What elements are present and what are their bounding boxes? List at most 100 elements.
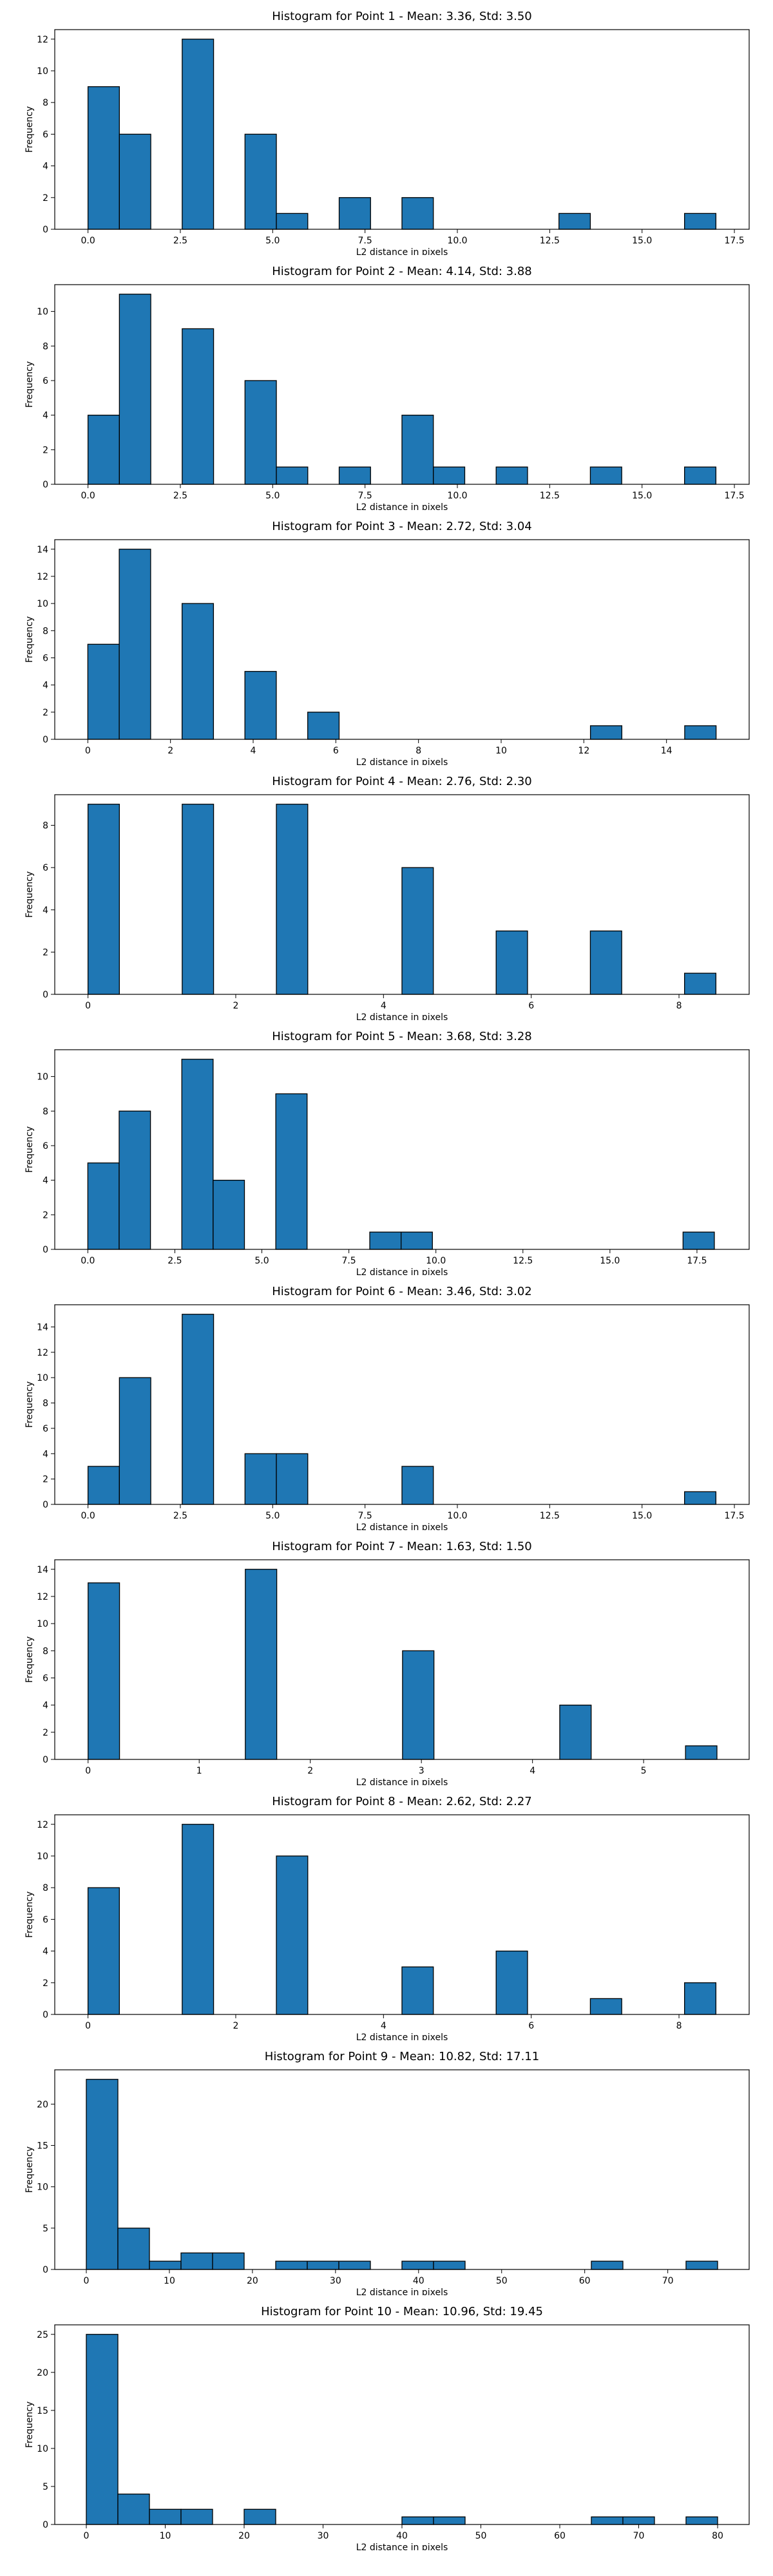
y-tick-label: 4 — [43, 162, 48, 172]
y-tick-label: 6 — [43, 376, 48, 386]
histogram-bar — [433, 2516, 466, 2525]
x-tick-label: 5.0 — [265, 1511, 280, 1521]
histogram-bar — [684, 725, 717, 740]
histogram-bar — [87, 643, 120, 740]
x-tick-label: 15.0 — [632, 1511, 652, 1521]
y-tick-label: 4 — [43, 1176, 48, 1186]
y-tick-label: 8 — [43, 1399, 48, 1409]
histogram-bar — [275, 1093, 308, 1250]
x-tick-label: 8 — [676, 1001, 682, 1011]
histogram-chart-2: Histogram for Point 2 - Mean: 4.14, Std:… — [24, 265, 750, 510]
y-tick-label: 14 — [37, 1565, 48, 1575]
chart-title: Histogram for Point 6 - Mean: 3.46, Std:… — [272, 1285, 532, 1298]
y-tick-label: 2 — [43, 1475, 48, 1485]
axes-frame — [54, 794, 750, 995]
x-tick-label: 3 — [419, 1766, 425, 1776]
histogram-bar — [149, 2260, 182, 2270]
bars — [86, 2079, 718, 2270]
histogram-bar — [117, 2494, 150, 2525]
chart-title: Histogram for Point 4 - Mean: 2.76, Std:… — [272, 775, 532, 788]
histogram-bar — [244, 670, 277, 740]
x-tick-label: 20 — [238, 2531, 250, 2541]
histogram-bar — [589, 725, 623, 740]
x-tick-label: 2 — [307, 1766, 313, 1776]
histogram-bar — [212, 2252, 245, 2270]
x-tick-label: 0.0 — [81, 1511, 95, 1521]
y-tick-label: 2 — [43, 445, 48, 455]
x-tick-label: 5.0 — [254, 1256, 269, 1266]
histogram-bar — [180, 2252, 213, 2270]
x-tick-label: 50 — [496, 2276, 508, 2286]
y-axis-label: Frequency — [24, 1891, 35, 1938]
x-tick-label: 0.0 — [81, 1256, 95, 1266]
x-tick-label: 0 — [85, 1766, 91, 1776]
histogram-bar — [182, 328, 215, 485]
x-tick-label: 10 — [160, 2531, 171, 2541]
y-tick-label: 0 — [43, 480, 48, 490]
y-tick-label: 4 — [43, 411, 48, 421]
histogram-bar — [149, 2508, 182, 2525]
histogram-chart-9: Histogram for Point 9 - Mean: 10.82, Std… — [24, 2050, 750, 2295]
y-tick-label: 20 — [37, 2099, 48, 2110]
x-tick-label: 10.0 — [426, 1256, 446, 1266]
histogram-bar — [589, 466, 622, 485]
histogram-bar — [244, 133, 277, 230]
x-tick-label: 60 — [579, 2276, 591, 2286]
axes-frame — [54, 539, 750, 740]
histogram-bar — [119, 1110, 151, 1250]
y-tick-label: 14 — [37, 545, 48, 555]
histogram-bar — [119, 1377, 151, 1505]
x-axis-label: L2 distance in pixels — [356, 502, 448, 510]
histogram-bar — [591, 2260, 624, 2270]
y-tick-label: 6 — [43, 653, 48, 663]
chart-title: Histogram for Point 2 - Mean: 4.14, Std:… — [272, 265, 532, 278]
axes-frame — [54, 284, 750, 485]
y-tick-label: 4 — [43, 1947, 48, 1957]
y-tick-label: 14 — [37, 1322, 48, 1332]
histogram-bar — [402, 1650, 435, 1760]
histogram-bar — [558, 213, 591, 230]
histogram-bar — [685, 1745, 718, 1760]
x-tick-label: 0 — [85, 1001, 91, 1011]
y-tick-label: 10 — [37, 2183, 48, 2193]
x-axis-label: L2 distance in pixels — [356, 247, 448, 255]
histogram-bar — [495, 1950, 528, 2015]
histogram-bar — [181, 1059, 214, 1250]
y-tick-label: 4 — [43, 681, 48, 691]
histogram-bar — [433, 466, 466, 485]
histogram-bar — [276, 804, 309, 995]
histogram-bar — [119, 133, 151, 230]
y-tick-label: 4 — [43, 1701, 48, 1711]
bars — [86, 2334, 718, 2525]
x-axis-label: L2 distance in pixels — [356, 1267, 448, 1275]
x-tick-label: 4 — [530, 1766, 535, 1776]
x-tick-label: 10 — [164, 2276, 175, 2286]
y-tick-label: 8 — [43, 821, 48, 831]
x-tick-label: 7.5 — [358, 1511, 372, 1521]
y-tick-label: 20 — [37, 2368, 48, 2378]
histogram-bar — [684, 1982, 717, 2015]
y-tick-label: 12 — [37, 35, 48, 45]
x-tick-label: 0 — [85, 746, 91, 756]
y-tick-label: 5 — [43, 2224, 48, 2234]
axes-frame — [54, 1304, 750, 1505]
histogram-bar — [338, 197, 371, 230]
y-tick-label: 0 — [43, 1245, 48, 1255]
y-tick-label: 8 — [43, 626, 48, 636]
y-axis-label: Frequency — [24, 1636, 35, 1683]
x-tick-label: 17.5 — [724, 491, 744, 501]
chart-title: Histogram for Point 10 - Mean: 10.96, St… — [261, 2305, 543, 2318]
y-axis-label: Frequency — [24, 1381, 35, 1428]
histogram-bar — [433, 2260, 466, 2270]
axes-frame — [54, 2069, 750, 2270]
histogram-bar — [684, 466, 717, 485]
x-tick-label: 8 — [415, 746, 421, 756]
histogram-bar — [682, 1231, 715, 1250]
x-tick-label: 17.5 — [724, 236, 744, 246]
histogram-bar — [307, 712, 340, 740]
y-axis-label: Frequency — [24, 2401, 35, 2448]
y-axis-label: Frequency — [24, 2146, 35, 2193]
x-tick-label: 0.0 — [81, 236, 95, 246]
x-tick-label: 5.0 — [265, 236, 280, 246]
